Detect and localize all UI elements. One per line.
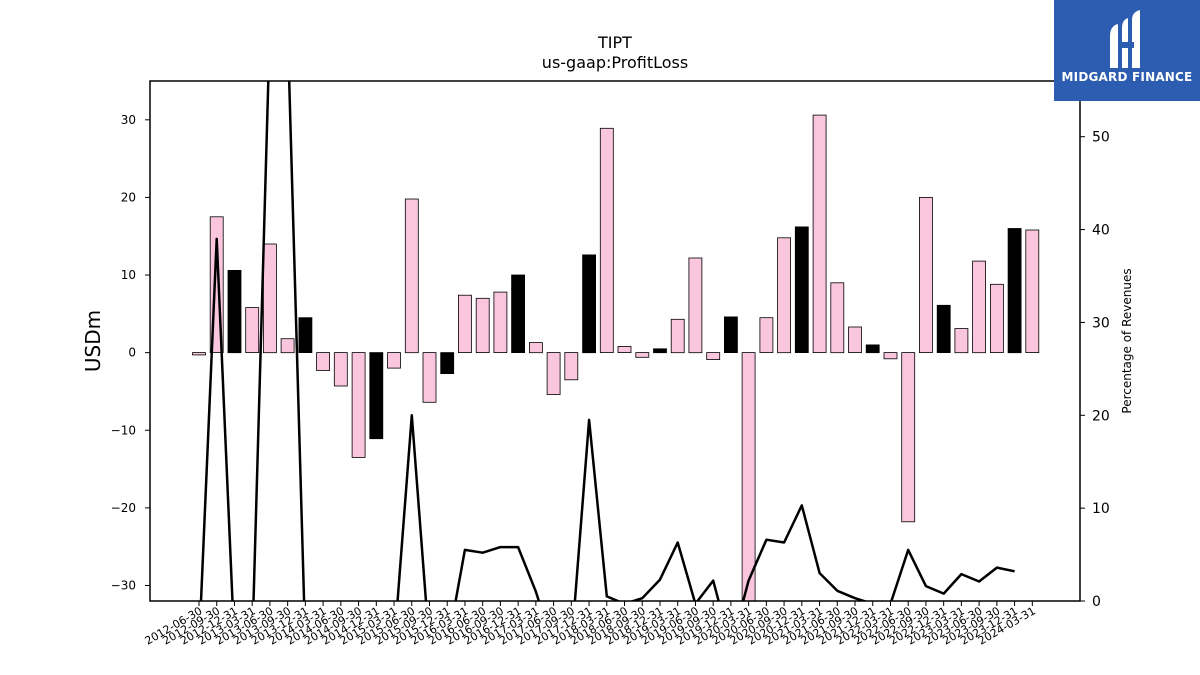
bar-2013-09-30 — [280, 338, 295, 354]
y-axis-label: USDm — [81, 310, 105, 372]
bar-2023-03-31 — [954, 328, 969, 354]
bar-2023-06-30 — [972, 260, 986, 354]
bar-2021-06-30 — [830, 282, 845, 354]
bar-2016-03-31 — [457, 294, 472, 354]
bar-2018-06-30 — [617, 345, 632, 353]
bar-2022-06-30 — [901, 352, 916, 523]
bar-2024-03-31 — [1025, 229, 1040, 353]
bar-2018-12-31 — [653, 348, 667, 354]
y-tick-label: 20 — [121, 190, 136, 204]
bar-series — [192, 114, 1040, 601]
line-series — [199, 81, 1015, 601]
bar-2023-09-30 — [990, 283, 1004, 353]
brand-mark-icon — [1110, 10, 1140, 68]
bar-2021-03-31 — [812, 114, 827, 353]
y-tick-label: 10 — [121, 268, 136, 282]
bar-2022-12-31 — [936, 304, 951, 353]
bar-2017-03-31 — [529, 342, 543, 354]
y2-tick-label: 30 — [1092, 315, 1110, 331]
bar-2019-03-31 — [670, 318, 685, 354]
bar-2020-06-30 — [759, 317, 774, 354]
plot-frame — [149, 80, 1081, 602]
bar-2015-12-31 — [440, 352, 455, 375]
bar-2017-06-30 — [546, 352, 561, 395]
bar-2013-12-31 — [298, 317, 313, 354]
bar-2021-12-31 — [865, 344, 880, 354]
bar-2022-03-31 — [883, 352, 898, 360]
y2-tick-label: 40 — [1092, 223, 1110, 239]
bar-2013-06-30 — [262, 243, 277, 354]
brand-logo: MIDGARD FINANCE — [1054, 0, 1200, 101]
bar-2012-12-31 — [227, 269, 242, 354]
y-tick-label: 0 — [128, 346, 136, 360]
bar-2013-03-31 — [245, 307, 260, 354]
y-tick-label: 30 — [121, 113, 136, 127]
bar-2020-09-30 — [777, 237, 791, 354]
y2-tick-label: 50 — [1092, 130, 1110, 146]
y2-tick-label: 0 — [1092, 594, 1101, 610]
brand-name: MIDGARD FINANCE — [1061, 70, 1193, 84]
y-tick-label: −20 — [111, 501, 136, 515]
bar-2012-06-30 — [192, 352, 206, 356]
x-axis: 2012-06-302012-09-302012-12-312013-03-31… — [143, 601, 1038, 648]
bar-2017-09-30 — [564, 352, 579, 381]
chart-title: TIPT — [597, 33, 632, 52]
y2-axis: 0 10 20 30 40 50 — [1080, 130, 1110, 610]
bar-2020-03-31 — [741, 352, 756, 601]
bar-2015-06-30 — [404, 198, 419, 354]
bar-2016-09-30 — [493, 291, 508, 354]
bar-2014-06-30 — [333, 352, 348, 387]
y-tick-label: −10 — [111, 423, 136, 437]
bar-2019-06-30 — [688, 257, 703, 354]
bar-2018-09-30 — [635, 352, 650, 358]
y2-axis-label: Percentage of Revenues — [1120, 268, 1134, 413]
y2-tick-label: 20 — [1092, 408, 1110, 424]
bar-2014-12-31 — [369, 352, 384, 440]
chart-title-block: TIPT us-gaap:ProfitLoss — [542, 33, 688, 72]
bar-2023-12-31 — [1007, 228, 1022, 354]
bar-2020-12-31 — [794, 226, 809, 353]
bar-2021-09-30 — [848, 326, 862, 354]
line-percentage-of-revenues — [199, 81, 1015, 601]
bar-2019-12-31 — [724, 316, 738, 353]
y2-tick-label: 10 — [1092, 501, 1110, 517]
bar-2019-09-30 — [706, 352, 721, 361]
bar-2017-12-31 — [582, 254, 596, 354]
y-tick-label: −30 — [111, 578, 136, 592]
bar-2016-06-30 — [475, 297, 490, 353]
bar-2014-09-30 — [351, 352, 366, 458]
y-axis: −30 −20 −10 0 10 20 30 — [111, 113, 150, 592]
bar-2016-12-31 — [511, 274, 526, 353]
bar-2022-09-30 — [919, 196, 933, 353]
bar-2018-03-31 — [599, 127, 614, 354]
bar-2015-09-30 — [422, 352, 437, 403]
chart-subtitle: us-gaap:ProfitLoss — [542, 53, 688, 72]
bar-2014-03-31 — [316, 352, 331, 371]
bar-2015-03-31 — [387, 352, 401, 369]
